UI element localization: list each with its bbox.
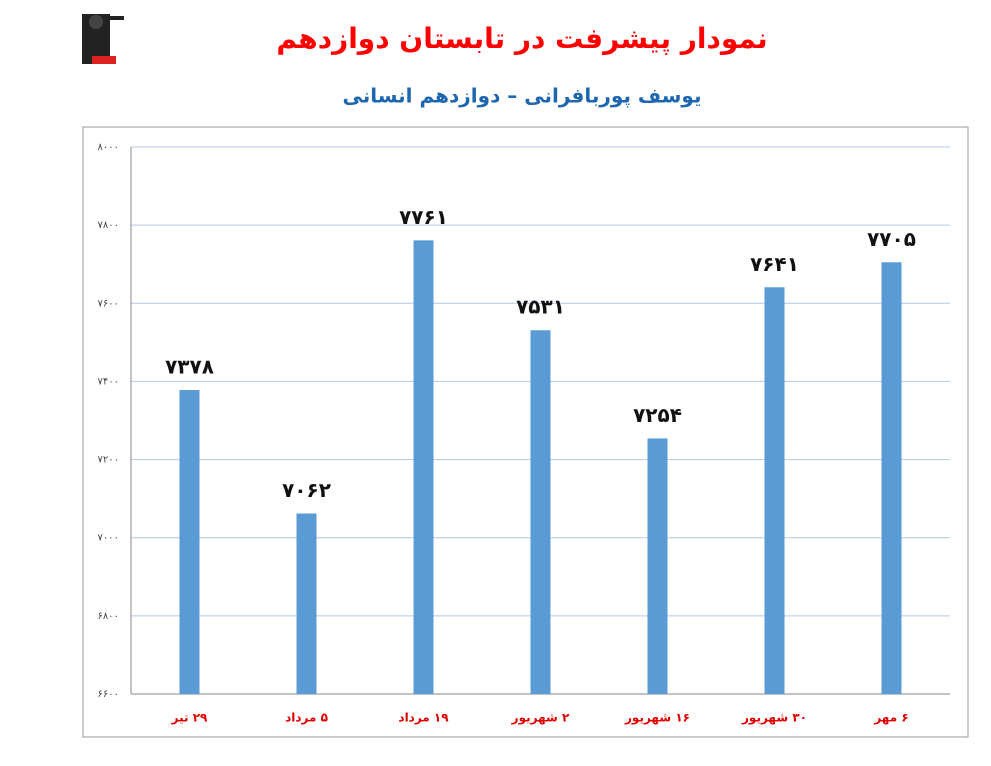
value-label: ۷۶۴۱ (750, 252, 799, 276)
chart-border (82, 126, 969, 738)
bar (413, 240, 434, 694)
y-tick-label: ۷۸۰۰ (98, 220, 119, 231)
y-tick-label: ۷۰۰۰ (98, 533, 119, 544)
x-tick-label: ۶ مهر (873, 711, 908, 725)
logo (82, 14, 124, 64)
y-tick-label: ۶۶۰۰ (98, 689, 119, 700)
x-tick-label: ۱۶ شهریور (624, 711, 690, 726)
x-tick-label: ۱۹ مرداد (398, 711, 449, 725)
value-label: ۷۲۵۴ (633, 403, 682, 427)
value-label: ۷۷۶۱ (399, 205, 448, 229)
bar (530, 330, 551, 694)
value-label: ۷۳۷۸ (165, 355, 214, 379)
x-tick-label: ۵ مرداد (285, 711, 328, 725)
bar (647, 438, 668, 694)
x-tick-label: ۲ شهریور (511, 711, 570, 726)
y-tick-label: ۶۸۰۰ (98, 611, 119, 622)
y-tick-label: ۷۴۰۰ (98, 376, 119, 387)
bar (881, 262, 902, 694)
y-tick-label: ۸۰۰۰ (98, 142, 119, 153)
y-tick-label: ۷۲۰۰ (98, 455, 119, 466)
bar (179, 390, 200, 694)
bar (296, 513, 317, 694)
bar (764, 287, 785, 694)
value-label: ۷۷۰۵ (867, 227, 916, 251)
x-tick-label: ۳۰ شهریور (741, 711, 807, 726)
x-tick-label: ۲۹ تیر (171, 711, 208, 725)
value-label: ۷۰۶۲ (282, 478, 331, 502)
chart-title: نمودار پیشرفت در تابستان دوازدهم (276, 22, 767, 55)
value-label: ۷۵۳۱ (516, 295, 565, 319)
y-tick-label: ۷۶۰۰ (98, 298, 119, 309)
chart-subtitle: یوسف پوربافرانی – دوازدهم انسانی (343, 84, 702, 109)
